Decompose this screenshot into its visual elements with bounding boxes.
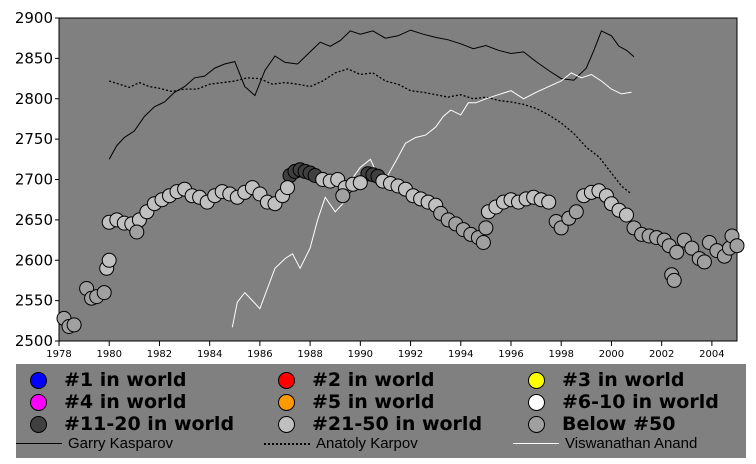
series-line-garry-kasparov [108,29,635,160]
legend-line-anand [513,443,559,444]
marker-below-50 [478,220,494,236]
legend-marker-rank-6-10 [528,393,545,411]
legend-label-rank-5: #5 in world [312,391,435,413]
x-tick-label: 2000 [599,349,624,360]
y-tick-label: 2700 [15,171,53,189]
x-tick-label: 1996 [498,349,523,360]
legend-label-kasparov: Garry Kasparov [68,435,174,452]
legend-marker-below-50 [528,415,545,433]
legend-item-rank-21-50: #21-50 in world [278,413,482,435]
marker-below-50 [335,188,351,204]
legend-label-karpov: Anatoly Karpov [316,435,418,452]
legend-item-rank-2: #2 in world [278,369,435,391]
x-axis: 1978 1980 1982 1984 1986 1988 1990 1992 1994 1996… [46,341,725,360]
rank-markers [56,162,745,334]
marker-below-50 [666,272,682,288]
y-tick-label: 2650 [15,211,53,229]
rating-chart: 2500 2550 2600 2650 2700 2750 2800 2850 2900 197… [15,9,745,360]
x-tick-label: 1980 [96,349,121,360]
x-tick-label: 1994 [448,349,473,360]
x-tick-label: 1984 [197,349,222,360]
legend-marker-rank-5 [278,393,295,411]
legend-item-anand: Viswanathan Anand [513,435,697,452]
marker-below-50 [669,244,685,260]
marker-below-50 [129,224,145,240]
marker-below-50 [696,254,712,270]
legend-item-rank-11-20: #11-20 in world [30,413,234,435]
x-tick-label: 1992 [398,349,423,360]
series-line-anatoly-karpov [109,68,632,195]
legend-label-rank-21-50: #21-50 in world [312,413,483,435]
legend-item-karpov: Anatoly Karpov [264,435,418,452]
marker-rank-21-50 [619,207,634,223]
marker-rank-21-50 [280,180,295,196]
legend-label-anand: Viswanathan Anand [565,435,698,452]
x-tick-label: 1998 [548,349,573,360]
x-tick-label: 2002 [649,349,674,360]
y-axis: 2500 2550 2600 2650 2700 2750 2800 2850 2900 [15,9,59,350]
x-tick-label: 1986 [247,349,272,360]
legend-label-rank-11-20: #11-20 in world [64,413,235,435]
legend-label-rank-4: #4 in world [64,391,187,413]
y-tick-label: 2600 [15,251,53,269]
legend-marker-rank-21-50 [278,415,295,433]
legend-item-rank-5: #5 in world [278,391,435,413]
marker-below-50 [568,204,584,220]
legend-label-rank-1: #1 in world [64,369,187,391]
y-tick-label: 2850 [15,49,53,67]
legend-marker-rank-11-20 [30,415,47,433]
legend-item-rank-1: #1 in world [30,369,187,391]
marker-below-50 [475,235,491,250]
legend-label-rank-6-10: #6-10 in world [562,391,719,413]
legend-item-below-50: Below #50 [528,413,675,435]
series-line-viswanathan-anand [231,72,632,328]
legend-label-rank-3: #3 in world [562,369,685,391]
marker-below-50 [729,238,745,254]
y-tick-label: 2500 [15,332,53,350]
legend-marker-rank-3 [528,371,545,389]
y-tick-label: 2800 [15,90,53,108]
marker-rank-21-50 [541,194,557,210]
legend-line-karpov [264,442,310,445]
marker-below-50 [684,240,700,256]
x-tick-label: 1982 [147,349,172,360]
legend-marker-rank-2 [278,371,295,389]
marker-below-50 [66,317,82,333]
legend-label-below-50: Below #50 [562,413,676,435]
legend-marker-rank-4 [30,393,47,411]
x-tick-label: 1978 [46,349,71,360]
x-tick-label: 1990 [348,349,373,360]
legend-line-kasparov [16,443,62,444]
marker-rank-21-50 [101,252,117,268]
legend-item-rank-4: #4 in world [30,391,187,413]
legend-item-rank-6-10: #6-10 in world [528,391,719,413]
rating-lines [108,29,635,328]
marker-rank-21-50 [352,175,368,191]
y-tick-label: 2900 [15,9,53,27]
legend-item-rank-3: #3 in world [528,369,685,391]
legend-item-kasparov: Garry Kasparov [16,435,173,452]
marker-below-50 [96,285,112,301]
y-tick-label: 2750 [15,130,53,148]
x-tick-label: 1988 [297,349,322,360]
y-tick-label: 2550 [15,292,53,310]
legend-marker-rank-1 [30,371,47,389]
legend-label-rank-2: #2 in world [312,369,435,391]
x-tick-label: 2004 [699,349,724,360]
legend: #1 in world #2 in world #3 in world #4 i… [16,364,746,458]
